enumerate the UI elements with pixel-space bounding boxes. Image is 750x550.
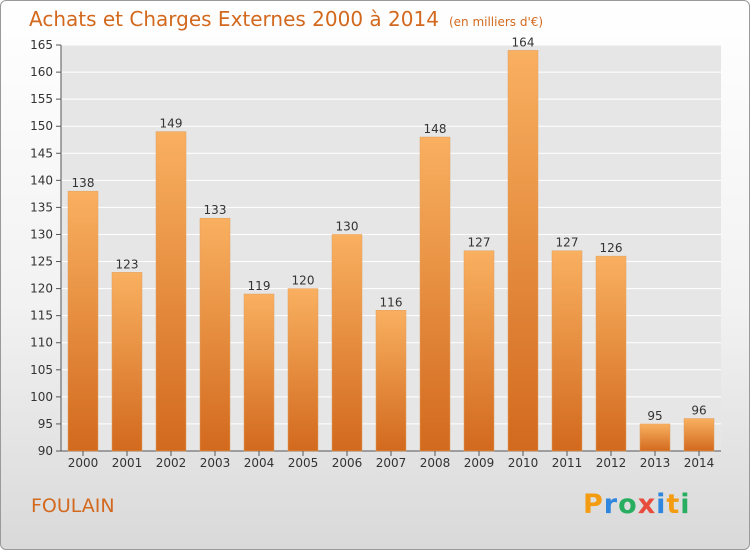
bar <box>155 131 187 452</box>
x-tick-label: 2003 <box>200 456 231 470</box>
x-tick-label: 2012 <box>596 456 627 470</box>
y-tick-label: 115 <box>30 309 53 323</box>
x-tick-label: 2006 <box>332 456 363 470</box>
x-tick-label: 2004 <box>244 456 275 470</box>
logo-letter: o <box>618 489 638 520</box>
bar <box>507 50 539 452</box>
y-tick-label: 140 <box>30 173 53 187</box>
logo-letter: P <box>583 489 604 520</box>
x-tick-label: 2001 <box>112 456 143 470</box>
bar <box>595 255 627 452</box>
y-tick-label: 165 <box>30 38 53 52</box>
x-tick-label: 2010 <box>508 456 539 470</box>
logo-letter: t <box>666 489 681 520</box>
y-tick-label: 100 <box>30 390 53 404</box>
chart-title-text: Achats et Charges Externes 2000 à 2014 <box>29 7 439 31</box>
y-tick-label: 90 <box>38 444 53 458</box>
y-tick-label: 155 <box>30 92 53 106</box>
y-tick-label: 160 <box>30 65 53 79</box>
bar <box>199 217 231 452</box>
y-tick-label: 150 <box>30 119 53 133</box>
bar <box>639 423 671 452</box>
chart-title: Achats et Charges Externes 2000 à 2014 (e… <box>29 7 543 31</box>
data-label: 116 <box>380 295 403 309</box>
data-label: 96 <box>691 404 706 418</box>
data-label: 148 <box>424 122 447 136</box>
y-tick-label: 95 <box>38 417 53 431</box>
x-tick-label: 2013 <box>640 456 671 470</box>
y-tick-label: 145 <box>30 146 53 160</box>
bar <box>463 250 495 452</box>
y-tick-label: 135 <box>30 200 53 214</box>
data-label: 130 <box>336 219 359 233</box>
x-tick-label: 2011 <box>552 456 583 470</box>
x-tick-label: 2002 <box>156 456 187 470</box>
data-label: 127 <box>556 236 579 250</box>
y-tick-label: 120 <box>30 282 53 296</box>
bar <box>67 190 99 452</box>
bar <box>331 234 363 452</box>
bar <box>375 310 407 452</box>
bar <box>551 250 583 452</box>
y-tick-label: 125 <box>30 255 53 269</box>
proxiti-logo: Proxiti <box>583 489 691 520</box>
x-tick-label: 2005 <box>288 456 319 470</box>
y-tick-label: 130 <box>30 227 53 241</box>
bar <box>683 418 715 452</box>
bar <box>419 136 451 452</box>
data-label: 119 <box>248 279 271 293</box>
x-tick-label: 2007 <box>376 456 407 470</box>
x-tick-label: 2009 <box>464 456 495 470</box>
x-tick-label: 2014 <box>684 456 715 470</box>
data-label: 133 <box>204 203 227 217</box>
data-label: 123 <box>116 257 139 271</box>
y-tick-label: 110 <box>30 336 53 350</box>
x-tick-label: 2000 <box>68 456 99 470</box>
bar <box>243 293 275 452</box>
data-label: 138 <box>72 176 95 190</box>
data-label: 127 <box>468 236 491 250</box>
logo-letter: i <box>656 489 667 520</box>
location-label: FOULAIN <box>31 495 115 517</box>
data-label: 126 <box>600 241 623 255</box>
data-label: 120 <box>292 274 315 288</box>
logo-letter: i <box>680 489 691 520</box>
chart-subtitle: (en milliers d'€) <box>448 15 544 29</box>
y-tick-label: 105 <box>30 363 53 377</box>
data-label: 95 <box>647 409 662 423</box>
bar <box>111 272 143 452</box>
logo-letter: r <box>603 489 619 520</box>
bar <box>287 288 319 452</box>
data-label: 149 <box>160 117 183 131</box>
x-tick-label: 2008 <box>420 456 451 470</box>
logo-letter: x <box>637 489 657 520</box>
data-label: 164 <box>512 35 535 49</box>
